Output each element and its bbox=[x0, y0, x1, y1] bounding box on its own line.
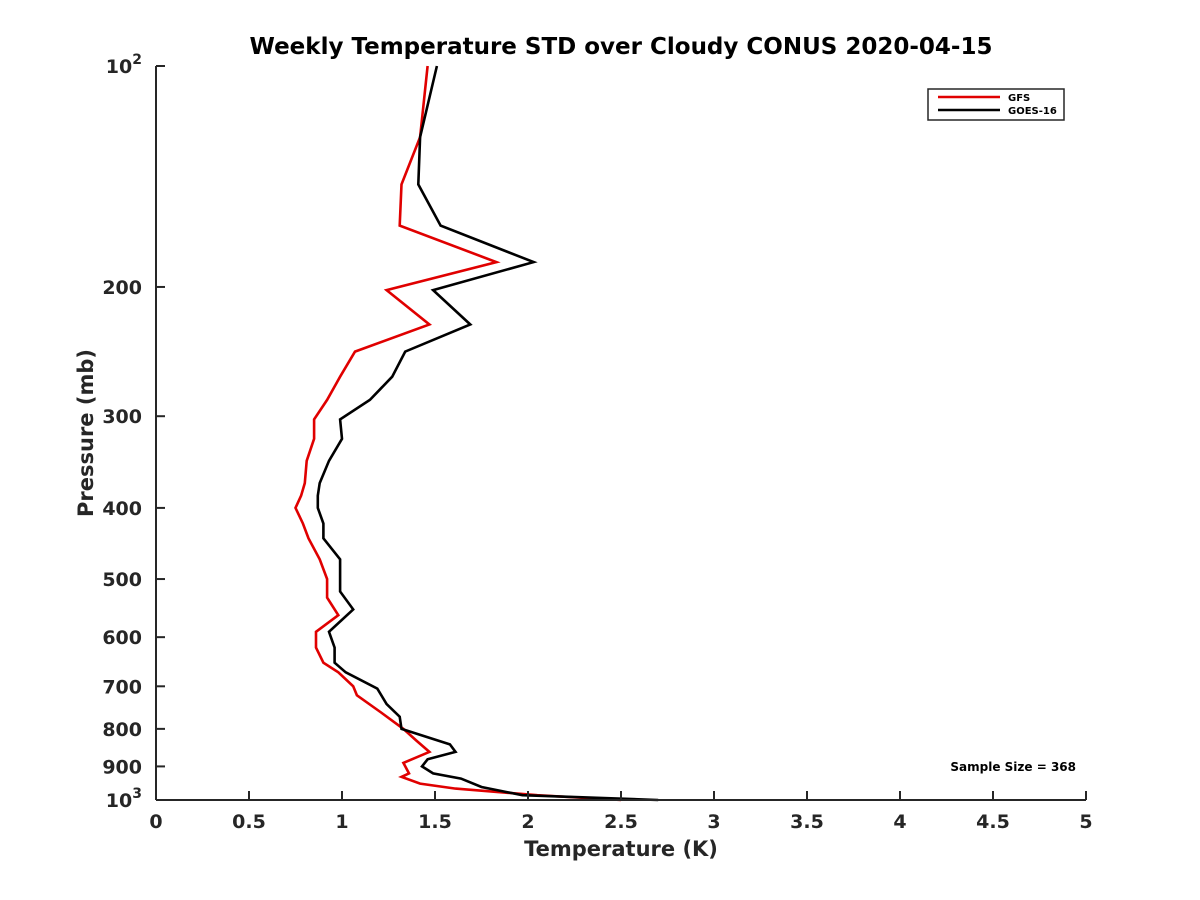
x-ticks: 0 0.5 1 1.5 2 2.5 3 3.5 4 4.5 5 bbox=[149, 791, 1093, 833]
y-axis-label: Pressure (mb) bbox=[74, 349, 98, 517]
series-layer bbox=[294, 65, 659, 802]
legend-box bbox=[927, 88, 1065, 121]
x-tick-label: 4.5 bbox=[976, 811, 1010, 833]
x-tick-label: 0.5 bbox=[232, 811, 266, 833]
x-tick-label: 0 bbox=[149, 811, 162, 833]
legend-label-gfs: GFS bbox=[1008, 93, 1030, 104]
x-tick-label: 2 bbox=[521, 811, 534, 833]
y-tick-label: 500 bbox=[102, 569, 142, 591]
legend-label-goes16: GOES-16 bbox=[1008, 106, 1057, 117]
chart-title: Weekly Temperature STD over Cloudy CONUS… bbox=[250, 34, 993, 60]
legend: GFS GOES-16 bbox=[927, 88, 1065, 121]
x-tick-label: 5 bbox=[1079, 811, 1092, 833]
x-tick-label: 1 bbox=[335, 811, 348, 833]
y-tick-label: 700 bbox=[102, 676, 142, 698]
series-line-goes16 bbox=[316, 65, 659, 802]
y-tick-label: 900 bbox=[102, 756, 142, 778]
x-tick-label: 3 bbox=[707, 811, 720, 833]
x-tick-label: 1.5 bbox=[418, 811, 452, 833]
y-tick-label: 103 bbox=[106, 786, 142, 812]
x-axis-label: Temperature (K) bbox=[524, 837, 718, 861]
y-tick-label: 300 bbox=[102, 406, 142, 428]
y-tick-label: 600 bbox=[102, 627, 142, 649]
sample-size-annotation: Sample Size = 368 bbox=[950, 760, 1076, 774]
y-tick-label: 200 bbox=[102, 277, 142, 299]
x-tick-label: 3.5 bbox=[790, 811, 824, 833]
y-tick-label: 800 bbox=[102, 719, 142, 741]
y-tick-label: 400 bbox=[102, 498, 142, 520]
x-tick-label: 4 bbox=[893, 811, 906, 833]
series-line-gfs bbox=[294, 65, 622, 802]
x-tick-label: 2.5 bbox=[604, 811, 638, 833]
